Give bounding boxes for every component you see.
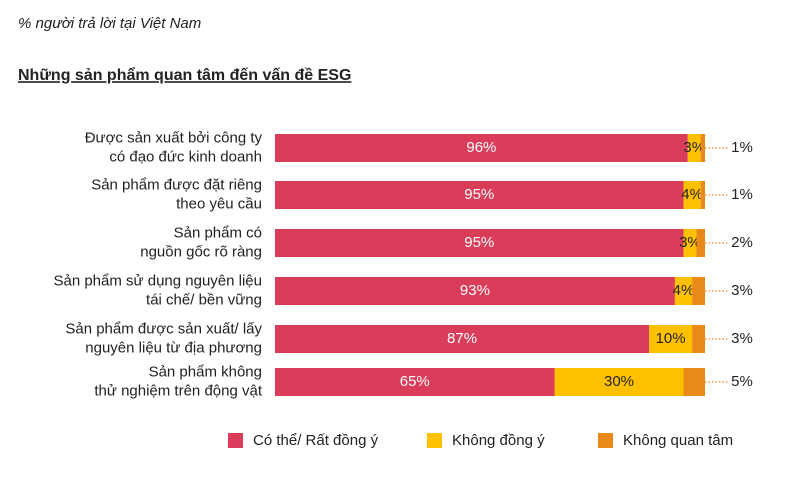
value-label: 3% — [731, 330, 753, 347]
legend-label: Không quan tâm — [623, 432, 733, 449]
bar-segment — [275, 368, 555, 396]
value-label: 4% — [673, 282, 695, 299]
value-label: 4% — [681, 186, 703, 203]
bar-segment — [687, 134, 701, 162]
value-label: 95% — [464, 234, 494, 251]
value-label: 93% — [460, 282, 490, 299]
value-label: 30% — [604, 373, 634, 390]
bar-segment — [275, 277, 675, 305]
value-label: 3% — [679, 234, 701, 251]
bar-segment — [692, 277, 705, 305]
bar-segment — [700, 134, 705, 162]
category-label: Sản phẩm có nguồn gốc rõ ràng — [140, 224, 262, 260]
value-label: 96% — [466, 139, 496, 156]
category-label: Sản phẩm được sản xuất/ lấy nguyên liệu t… — [65, 320, 262, 356]
bar-segment — [275, 134, 688, 162]
bar-segment — [683, 368, 705, 396]
bar-segment — [683, 181, 701, 209]
bar-segment — [692, 325, 705, 353]
legend-swatch — [228, 433, 243, 448]
bar-segment — [275, 325, 650, 353]
value-label: 3% — [731, 282, 753, 299]
value-label: 1% — [731, 186, 753, 203]
category-label: Sản phẩm được đặt riêng theo yêu cầu — [91, 176, 262, 212]
bar-segment — [683, 229, 697, 257]
category-label: Sản phẩm không thử nghiệm trên động vật — [94, 363, 262, 399]
bar-segment — [696, 229, 705, 257]
legend-label: Có thể/ Rất đồng ý — [253, 432, 379, 449]
legend-label: Không đồng ý — [452, 432, 545, 449]
chart-subtitle: % người trả lời tại Việt Nam — [18, 15, 201, 32]
value-label: 2% — [731, 234, 753, 251]
bar-segment — [649, 325, 693, 353]
value-label: 65% — [400, 373, 430, 390]
bar-segment — [275, 229, 684, 257]
value-label: 10% — [656, 330, 686, 347]
value-label: 1% — [731, 139, 753, 156]
bar-segment — [674, 277, 693, 305]
legend-swatch — [598, 433, 613, 448]
legend-swatch — [427, 433, 442, 448]
value-label: 95% — [464, 186, 494, 203]
value-label: 5% — [731, 373, 753, 390]
value-label: 87% — [447, 330, 477, 347]
category-label: Được sản xuất bởi công ty có đạo đức kinh… — [85, 129, 263, 165]
value-label: 3% — [683, 139, 705, 156]
chart-title: Những sản phẩm quan tâm đến vấn đề ESG — [18, 66, 351, 84]
category-label: Sản phẩm sử dụng nguyên liệu tái chế/ bền… — [53, 272, 262, 308]
bar-segment — [554, 368, 684, 396]
bar-segment — [700, 181, 705, 209]
bar-segment — [275, 181, 684, 209]
